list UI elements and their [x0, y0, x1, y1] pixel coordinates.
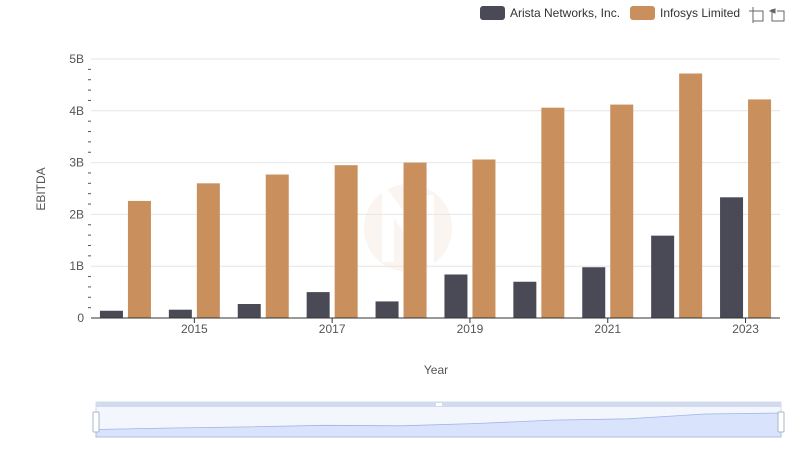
- x-axis-title: Year: [424, 363, 448, 377]
- bar-arista-2016[interactable]: [237, 304, 261, 318]
- y-tick-label: 2B: [69, 207, 84, 221]
- bar-infosys-2022[interactable]: [679, 73, 703, 318]
- bar-infosys-2020[interactable]: [541, 107, 565, 318]
- bar-arista-2023[interactable]: [720, 197, 744, 318]
- legend-swatch-infosys: [630, 6, 656, 20]
- bar-infosys-2016[interactable]: [265, 174, 289, 318]
- bar-arista-2015[interactable]: [168, 309, 192, 318]
- bar-arista-2022[interactable]: [651, 235, 675, 318]
- bar-arista-2021[interactable]: [582, 267, 606, 318]
- bar-infosys-2021[interactable]: [610, 104, 634, 318]
- legend-label-infosys: Infosys Limited: [660, 6, 741, 20]
- datazoom-slider[interactable]: [92, 401, 785, 438]
- bar-arista-2014[interactable]: [99, 310, 123, 318]
- bar-arista-2017[interactable]: [306, 292, 330, 318]
- bar-infosys-2017[interactable]: [334, 165, 358, 318]
- legend-item-infosys[interactable]: Infosys Limited: [630, 6, 740, 20]
- legend: Arista Networks, Inc. Infosys Limited: [480, 4, 750, 22]
- bar-arista-2019[interactable]: [444, 274, 468, 318]
- bar-infosys-2015[interactable]: [196, 183, 220, 318]
- bar-arista-2018[interactable]: [375, 301, 399, 318]
- zoom-icon[interactable]: [748, 6, 766, 24]
- legend-swatch-arista: [480, 6, 505, 20]
- legend-label-arista: Arista Networks, Inc.: [510, 6, 621, 20]
- y-tick-label: 5B: [69, 52, 84, 66]
- datazoom-handle-right[interactable]: [777, 411, 785, 433]
- bar-infosys-2018[interactable]: [403, 162, 427, 318]
- datazoom-move-grip[interactable]: [436, 403, 442, 406]
- restore-icon[interactable]: [768, 6, 786, 24]
- y-tick-label: 4B: [69, 104, 84, 118]
- x-tick-label: 2019: [457, 322, 484, 336]
- toolbox: [746, 6, 786, 24]
- y-tick-label: 3B: [69, 156, 84, 170]
- bar-infosys-2019[interactable]: [472, 159, 496, 318]
- bar-arista-2020[interactable]: [513, 281, 537, 318]
- x-tick-label: 2015: [181, 322, 208, 336]
- x-tick-label: 2021: [594, 322, 621, 336]
- y-tick-label: 1B: [69, 259, 84, 273]
- datazoom-handle-left[interactable]: [92, 411, 100, 433]
- bar-infosys-2023[interactable]: [748, 99, 772, 319]
- y-axis-title: EBITDA: [34, 167, 48, 210]
- x-tick-label: 2023: [732, 322, 759, 336]
- bar-infosys-2014[interactable]: [127, 200, 151, 318]
- y-tick-label: 0: [77, 311, 84, 325]
- legend-item-arista[interactable]: Arista Networks, Inc.: [480, 6, 620, 20]
- x-tick-label: 2017: [319, 322, 346, 336]
